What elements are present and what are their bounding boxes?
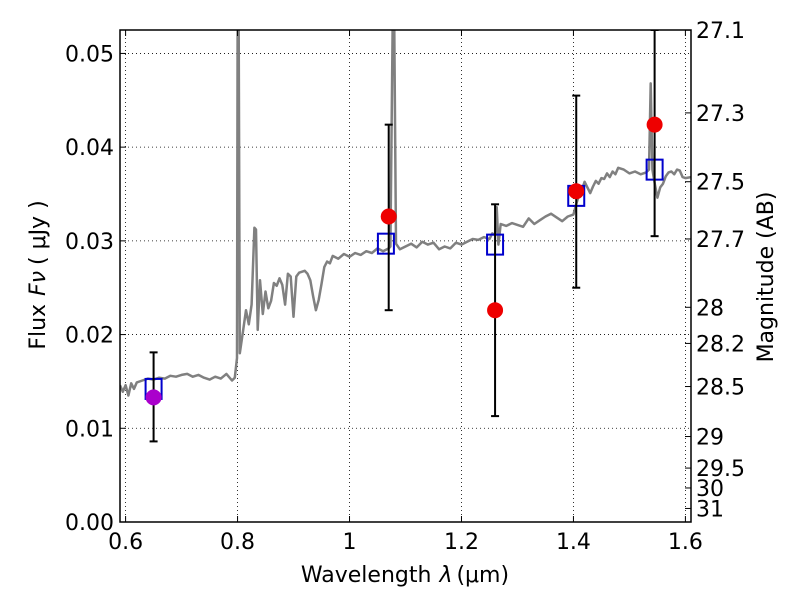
- x-tick-label: 0.6: [108, 530, 143, 555]
- y2-tick-label: 27.3: [696, 102, 745, 127]
- y2-tick-label: 27.5: [696, 171, 745, 196]
- model-photometry-layer: [144, 158, 664, 400]
- y-tick-label: 0.05: [65, 42, 114, 67]
- spectrum-line: [120, 30, 691, 397]
- y-tick-label: 0.02: [65, 324, 114, 349]
- x-tick-label: 0.8: [220, 530, 255, 555]
- y-tick-labels: 0.00 0.01 0.02 0.03 0.04 0.05: [65, 42, 114, 536]
- y-tick-label: 0.03: [65, 230, 114, 255]
- observed-point-marker: [646, 116, 663, 133]
- y-axis-label: FluxFν( μJy ): [26, 200, 51, 349]
- observed-point-marker: [487, 302, 504, 319]
- observed-point-marker: [568, 183, 585, 200]
- model-spectrum-layer: [120, 30, 691, 397]
- x-tick-label: 1.2: [444, 530, 479, 555]
- y-tick-label: 0.00: [65, 511, 114, 536]
- y2-axis-label: Magnitude (AB): [754, 192, 779, 363]
- y2-tick-label: 29: [696, 426, 724, 451]
- y2-tick-label: 29.5: [696, 457, 745, 482]
- y2-tick-label: 28.5: [696, 376, 745, 401]
- y2-tick-label: 31: [696, 497, 724, 522]
- x-tick-label: 1: [343, 530, 357, 555]
- y-tick-label: 0.01: [65, 417, 114, 442]
- grid-lines: [120, 30, 691, 523]
- model-square-marker: [376, 232, 395, 255]
- x-tick-label: 1.6: [668, 530, 703, 555]
- x-tick-labels: 0.6 0.8 1 1.2 1.4 1.6: [108, 530, 703, 555]
- tick-marks: [120, 29, 691, 523]
- x-axis-label: Wavelength λ (μm): [301, 563, 509, 588]
- y2-tick-label: 27.1: [696, 19, 745, 44]
- observed-point-marker: [145, 389, 162, 406]
- y2-tick-label: 27.7: [696, 228, 745, 253]
- y2-tick-label: 28: [696, 296, 724, 321]
- plot-frame: [119, 29, 692, 523]
- y2-tick-label: 30: [696, 477, 724, 502]
- y2-tick-label: 28.2: [696, 332, 745, 357]
- observed-point-marker: [380, 208, 397, 225]
- x-tick-label: 1.4: [556, 530, 591, 555]
- observed-points-layer: [145, 30, 663, 443]
- y-tick-label: 0.04: [65, 136, 114, 161]
